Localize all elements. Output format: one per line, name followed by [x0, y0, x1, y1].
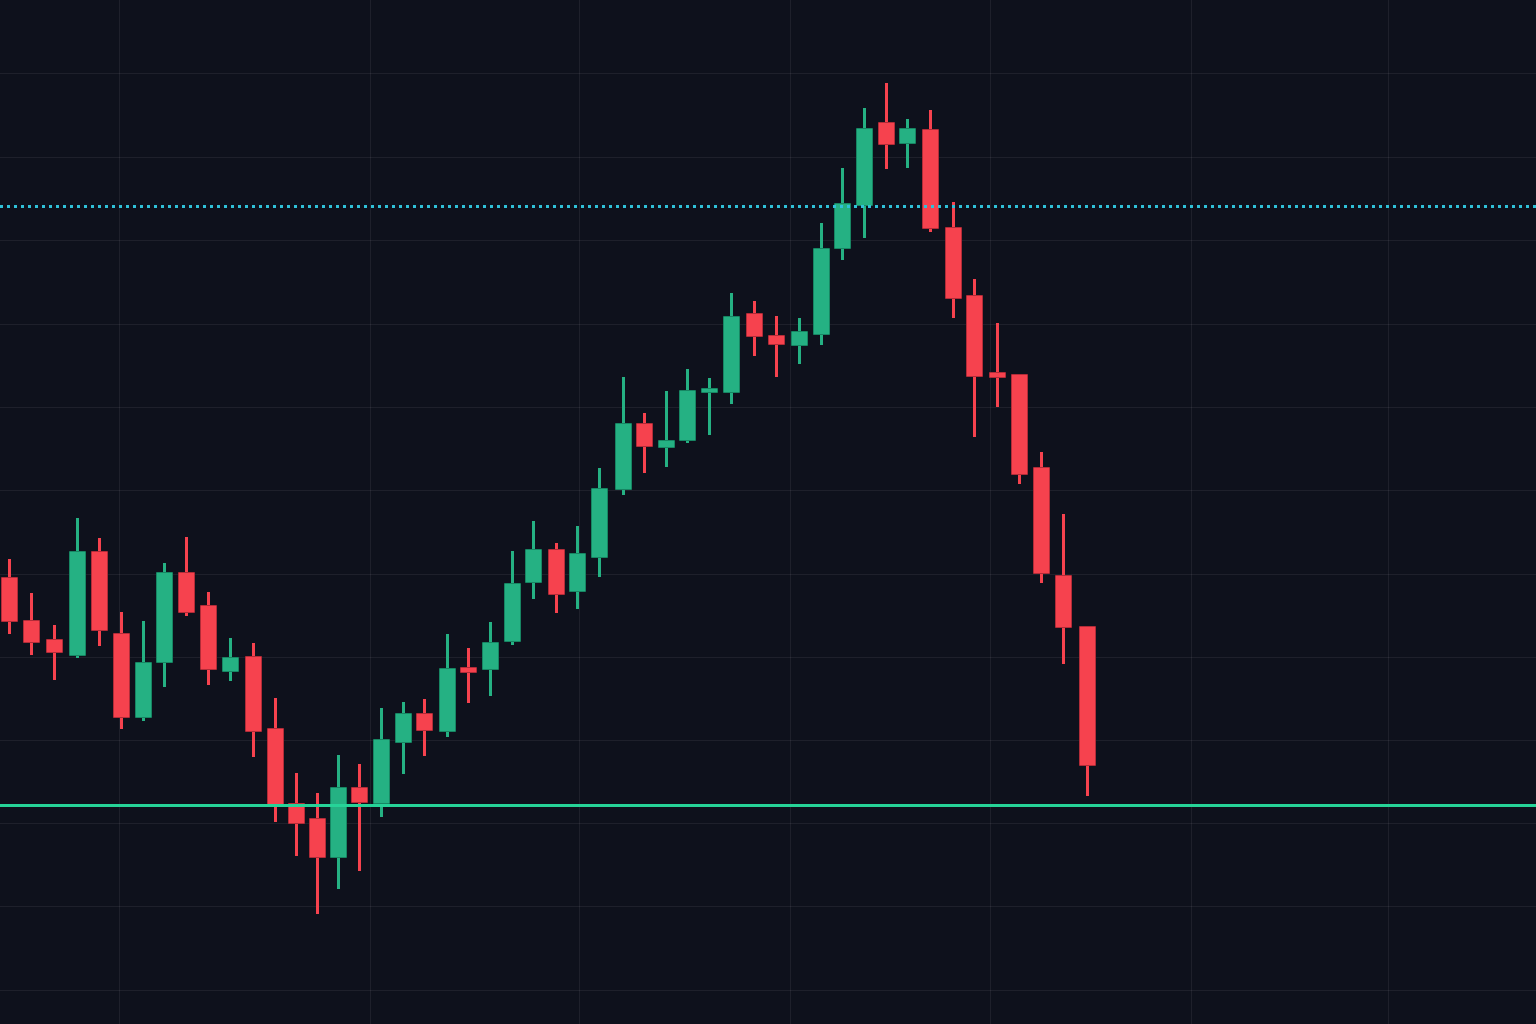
horizontal-gridline — [0, 157, 1536, 158]
candle-body — [1010, 374, 1028, 475]
vertical-gridline — [790, 0, 791, 1024]
candle-body — [568, 553, 586, 592]
vertical-gridline — [1388, 0, 1389, 1024]
candle-wick — [467, 648, 470, 703]
vertical-gridline — [119, 0, 120, 1024]
candle-wick — [708, 378, 711, 435]
candle-wick — [775, 316, 778, 377]
vertical-gridline — [370, 0, 371, 1024]
candle-body — [1032, 467, 1050, 574]
candle-body — [415, 713, 433, 731]
candle-body — [722, 316, 740, 393]
candle-body — [287, 803, 305, 824]
horizontal-gridline — [0, 657, 1536, 658]
candle-body — [68, 551, 86, 656]
candle-body — [1078, 626, 1096, 766]
candle-body — [790, 331, 808, 346]
horizontal-gridline — [0, 324, 1536, 325]
candle-body — [155, 572, 173, 663]
candle-body — [350, 787, 368, 803]
candle-body — [112, 633, 130, 718]
candle-body — [833, 203, 851, 249]
candle-body — [855, 128, 873, 206]
candle-body — [394, 713, 412, 743]
candle-body — [244, 656, 262, 732]
candle-body — [988, 372, 1006, 378]
horizontal-gridline — [0, 490, 1536, 491]
candle-body — [503, 583, 521, 642]
candle-body — [481, 642, 499, 670]
candle-body — [177, 572, 195, 613]
candle-body — [45, 639, 63, 653]
candle-body — [308, 818, 326, 858]
candle-body — [199, 605, 217, 670]
candle-body — [22, 620, 40, 643]
vertical-gridline — [990, 0, 991, 1024]
candle-body — [459, 667, 477, 673]
candle-body — [898, 128, 916, 144]
vertical-gridline — [1191, 0, 1192, 1024]
candle-body — [547, 549, 565, 595]
candle-body — [921, 129, 939, 229]
candle-body — [329, 787, 347, 858]
horizontal-gridline — [0, 73, 1536, 74]
vertical-gridline — [579, 0, 580, 1024]
candle-body — [812, 248, 830, 335]
horizontal-gridline — [0, 740, 1536, 741]
candle-wick — [996, 323, 999, 407]
horizontal-gridline — [0, 823, 1536, 824]
horizontal-gridline — [0, 574, 1536, 575]
candle-body — [767, 335, 785, 345]
candle-body — [614, 423, 632, 490]
candle-body — [90, 551, 108, 631]
candle-body — [590, 488, 608, 558]
candle-body — [266, 728, 284, 807]
horizontal-gridline — [0, 990, 1536, 991]
candle-body — [635, 423, 653, 447]
candle-body — [221, 657, 239, 672]
candle-wick — [665, 391, 668, 467]
horizontal-gridline — [0, 407, 1536, 408]
candle-body — [877, 122, 895, 145]
candle-body — [1054, 575, 1072, 628]
candle-body — [438, 668, 456, 732]
candle-body — [134, 662, 152, 718]
candle-body — [0, 577, 18, 622]
alert-dotted-line[interactable] — [0, 205, 1536, 208]
candle-body — [745, 313, 763, 337]
horizontal-gridline — [0, 240, 1536, 241]
candle-body — [657, 440, 675, 448]
candle-body — [944, 227, 962, 299]
horizontal-gridline — [0, 906, 1536, 907]
candle-wick — [358, 764, 361, 871]
candle-body — [678, 390, 696, 441]
candle-body — [965, 295, 983, 377]
candle-body — [524, 549, 542, 583]
candle-body — [372, 739, 390, 804]
candle-body — [700, 388, 718, 393]
support-line[interactable] — [0, 804, 1536, 807]
